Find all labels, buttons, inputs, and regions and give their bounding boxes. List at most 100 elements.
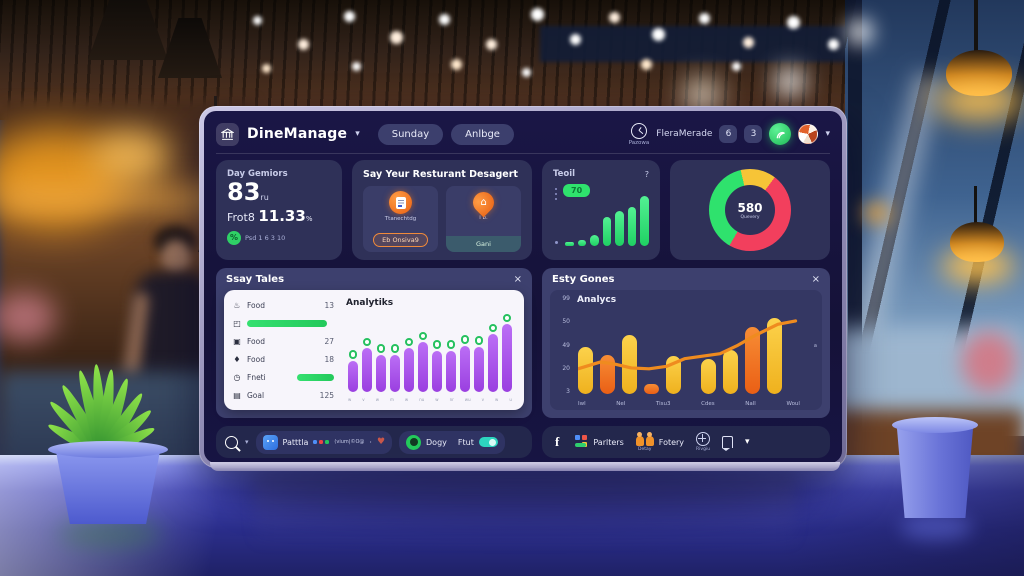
location-pin-icon: ⌂ [468, 187, 499, 218]
person-blurred [161, 240, 191, 274]
search-icon[interactable] [225, 435, 238, 449]
nav-pill-anlbge[interactable]: Anlbge [451, 123, 514, 145]
visitors-card[interactable]: Day Gemiors 83ru Frot8 11.33% % Psd 1 6 … [216, 160, 342, 260]
sales-chart: Analycs 99 50 49 20 3 Iwl Nel Tisu3 Cdes Nall Wou… [550, 290, 822, 410]
value-badge: 70 [563, 184, 591, 197]
light-glow [776, 68, 804, 96]
app-logo-icon[interactable] [216, 122, 239, 146]
card-title: Day Gemiors [227, 169, 288, 179]
x-axis-labels: w v w m w nu w nr wu v w u [348, 397, 512, 402]
promo-button[interactable]: Gani [446, 236, 521, 252]
coffee-cup-rim [892, 417, 978, 433]
lamp-glow [934, 82, 1024, 120]
donut-center-value: 580 [737, 200, 763, 215]
app-shortcut-pill[interactable]: Patttla (vium|©O@ · ♥ [255, 430, 393, 454]
percent-badge-icon: % [227, 230, 241, 245]
sales-panel: Esty Gones × Analycs 99 50 49 20 3 Iwl Nel Tis… [542, 268, 830, 418]
account-name: FleraMerade [656, 129, 713, 139]
chevron-down-icon[interactable]: ▾ [355, 129, 360, 139]
green-dot-icon [325, 440, 330, 444]
clock-caption: Pazowa [628, 139, 650, 146]
apps-grid-icon [575, 435, 588, 449]
tablet-device: DineManage ▾ Sunday Anlbge Pazowa FleraM… [199, 106, 847, 468]
mini-icons [313, 440, 330, 444]
header-right: Pazowa FleraMerade 6 3 ▾ [628, 122, 830, 146]
nav-pill-sunday[interactable]: Sunday [377, 123, 444, 145]
list-item[interactable]: ♨ Food 13 [233, 300, 334, 310]
tile-caption: i b. [479, 215, 488, 221]
heart-icon[interactable]: ♥ [376, 437, 386, 447]
list-item[interactable]: ◷ Fneti [232, 370, 334, 384]
chair-blurred [962, 332, 1016, 392]
user-avatar[interactable] [798, 124, 819, 144]
orders-card: ♨ Food 13 ◰ ▣ Food 27 [224, 290, 524, 410]
quick-action-button[interactable] [769, 123, 792, 145]
panel-title: Esty Gones [552, 274, 615, 285]
document-icon: ▤ [233, 390, 241, 400]
toggle-switch[interactable] [478, 437, 498, 447]
promo-button[interactable]: Eb Onsiva9 [373, 233, 428, 247]
app-label: Patttla [282, 437, 309, 447]
dish-icon: ♨ [233, 300, 241, 310]
progress-bar [297, 373, 334, 381]
progress-bar [247, 319, 328, 327]
close-icon[interactable]: × [513, 274, 522, 285]
plant-reflection [58, 520, 162, 548]
donut-card[interactable]: 580 Quevery [670, 160, 830, 260]
blue-dot-icon [313, 440, 318, 444]
chevron-down-icon[interactable]: ▾ [745, 437, 750, 447]
clock-widget[interactable]: Pazowa [628, 122, 650, 146]
plant-pot-rim [48, 441, 168, 458]
app-icon[interactable] [262, 434, 278, 450]
axis-dots [555, 188, 557, 190]
group-caption: Rivgiu [696, 447, 711, 452]
red-dot-icon [319, 440, 324, 444]
growth-card[interactable]: Teoil ? 70 [542, 160, 660, 260]
network-group[interactable]: Rivgiu [696, 432, 711, 452]
lamp-glow [92, 128, 172, 184]
coffee-cup [896, 424, 974, 518]
chevron-down-icon[interactable]: ▾ [825, 129, 830, 139]
chevron-down-icon[interactable]: ▾ [245, 438, 249, 446]
print-label: Ftut [457, 437, 474, 447]
badge-count-2[interactable]: 3 [744, 125, 763, 143]
lamp-glow [862, 202, 890, 224]
delivery-group[interactable]: Detay Fotery [635, 431, 684, 452]
y-axis-labels: 99 50 49 20 3 [562, 295, 570, 395]
globe-icon [696, 432, 711, 446]
trend-line [578, 310, 800, 394]
badge-count-1[interactable]: 6 [719, 125, 738, 143]
list-item[interactable]: ◰ [232, 316, 334, 330]
close-icon[interactable]: × [811, 274, 820, 285]
flag-icon[interactable] [721, 436, 734, 451]
promo-tile-orders[interactable]: Ttanechtdg Eb Onsiva9 [363, 186, 438, 252]
clock-icon [630, 122, 647, 139]
orders-list: ♨ Food 13 ◰ ▣ Food 27 [232, 297, 334, 403]
axis-dot [555, 241, 558, 244]
lamp-glow [942, 250, 1014, 282]
dashboard-screen: DineManage ▾ Sunday Anlbge Pazowa FleraM… [204, 111, 842, 463]
separator-dot: · [369, 437, 372, 447]
profit-row: Frot8 11.33% [227, 206, 313, 225]
tablet-bottom-edge [210, 462, 840, 471]
lamp-cable [974, 186, 977, 224]
promo-tile-location[interactable]: ⌂ i b. Gani [446, 186, 521, 252]
promo-card: Say Yeur Resturant Desagert Ttanechtdg E… [352, 160, 532, 260]
toolbar-left: ▾ Patttla (vium|©O@ · ♥ [216, 426, 532, 458]
day-print-pill[interactable]: Dogy Ftut [399, 430, 505, 454]
panel-title: Ssay Tales [226, 274, 285, 285]
list-item[interactable]: ♦ Food 18 [233, 354, 334, 364]
panels-row: Ssay Tales × ♨ Food 13 ◰ [216, 268, 830, 418]
stat-cards-row: Day Gemiors 83ru Frot8 11.33% % Psd 1 6 … [216, 160, 830, 260]
partners-group[interactable]: Parlters [575, 435, 624, 449]
help-icon[interactable]: ? [644, 169, 649, 179]
x-axis-labels: Iwl Nel Tisu3 Cdes Nall Woul [578, 401, 800, 407]
sales-bar-chart [578, 310, 800, 394]
app-title: DineManage [247, 126, 348, 142]
facebook-icon[interactable]: f [555, 434, 560, 449]
list-item[interactable]: ▤ Goal 125 [233, 390, 334, 400]
promo-tiles: Ttanechtdg Eb Onsiva9 ⌂ i b. Gani [363, 186, 521, 252]
list-item[interactable]: ▣ Food 27 [233, 336, 334, 346]
coin-icon [406, 434, 422, 450]
drink-icon: ♦ [233, 354, 241, 364]
